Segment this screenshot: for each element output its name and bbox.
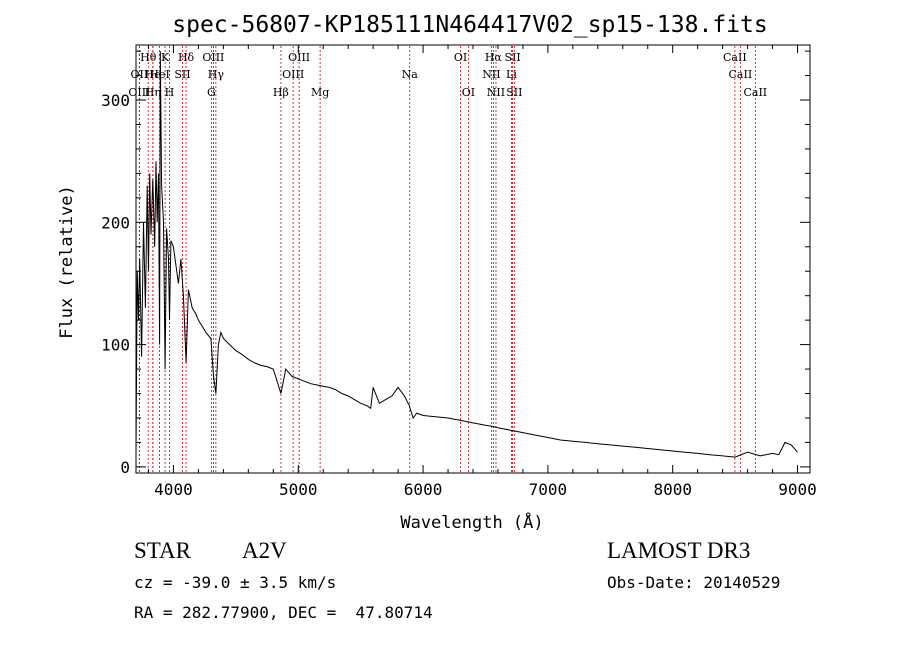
- line-label-24: Li: [506, 68, 517, 81]
- x-tick-label-2: 6000: [404, 480, 443, 499]
- line-label-13: Hβ: [273, 86, 289, 99]
- line-label-6: HeI: [149, 68, 169, 81]
- line-label-14: OIII: [288, 51, 310, 64]
- line-label-17: Na: [402, 68, 419, 81]
- line-label-10: OIII: [202, 51, 224, 64]
- line-label-22: NII: [487, 86, 505, 99]
- y-tick-label-0: 0: [120, 458, 130, 477]
- line-label-27: CaII: [729, 68, 753, 81]
- y-tick-label-1: 100: [101, 336, 130, 355]
- line-label-26: CaII: [723, 51, 747, 64]
- line-label-9: Hδ: [178, 51, 195, 64]
- spectrum-line: [135, 51, 798, 458]
- line-label-4: Hη: [145, 86, 161, 99]
- y-axis-ticks: 0 100 200 300: [101, 50, 810, 477]
- survey-name: LAMOST DR3: [607, 538, 751, 563]
- line-label-18: OI: [454, 51, 467, 64]
- line-label-25: SII: [506, 86, 522, 99]
- line-label-28: CaII: [743, 86, 767, 99]
- plot-frame: [135, 44, 811, 474]
- x-axis-ticks: 4000 5000 6000 7000 8000 9000: [147, 45, 817, 499]
- line-label-11: Hγ: [208, 68, 225, 81]
- object-subclass: A2V: [242, 538, 287, 563]
- line-label-21: NII: [482, 68, 500, 81]
- line-label-19: OI: [462, 86, 475, 99]
- line-label-1: OIII: [128, 86, 150, 99]
- x-tick-label-0: 4000: [154, 480, 193, 499]
- ra-dec-coordinates: RA = 282.77900, DEC = 47.80714: [134, 603, 433, 622]
- spectral-line-labels: OII OIII Hθ He Hη K HeI H SII Hδ OIII Hγ G Hβ OIII OIII…: [128, 51, 767, 99]
- line-label-0: OII: [131, 68, 149, 81]
- line-label-3: He: [145, 68, 161, 81]
- line-label-12: G: [207, 86, 216, 99]
- line-label-16: Mg: [311, 86, 329, 99]
- x-tick-label-3: 7000: [529, 480, 568, 499]
- y-tick-label-3: 300: [101, 91, 130, 110]
- chart-title: spec-56807-KP185111N464417V02_sp15-138.f…: [172, 12, 767, 38]
- line-label-20: Hα: [485, 51, 503, 64]
- line-label-23: SII: [504, 51, 520, 64]
- y-tick-label-2: 200: [101, 213, 130, 232]
- x-tick-label-1: 5000: [279, 480, 318, 499]
- redshift-cz: cz = -39.0 ± 3.5 km/s: [134, 573, 337, 592]
- x-tick-label-5: 9000: [778, 480, 817, 499]
- x-axis-label: Wavelength (Å): [400, 511, 543, 533]
- object-class: STAR: [134, 538, 191, 563]
- line-label-7: H: [165, 86, 175, 99]
- x-tick-label-4: 8000: [653, 480, 692, 499]
- line-label-8: SII: [174, 68, 190, 81]
- line-label-15: OIII: [282, 68, 304, 81]
- observation-date: Obs-Date: 20140529: [607, 573, 781, 592]
- y-axis-label: Flux (relative): [57, 185, 77, 339]
- spectral-line-markers: [138, 46, 756, 472]
- line-label-2: Hθ: [140, 51, 157, 64]
- line-label-5: K: [161, 51, 170, 64]
